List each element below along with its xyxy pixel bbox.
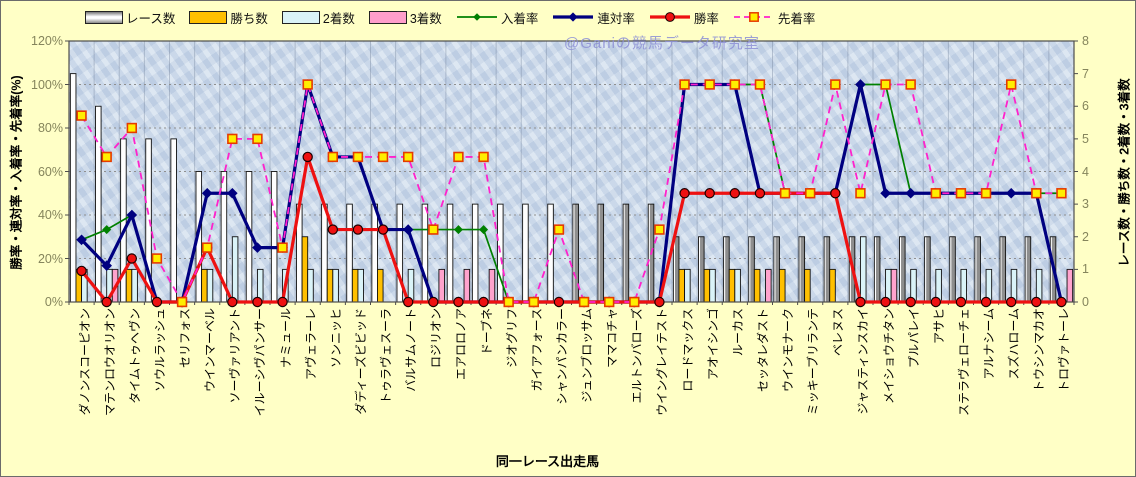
left-tick-label: 80% [37,121,63,135]
legend-label: レース数 [126,11,176,26]
legend-swatch-bar [189,10,228,24]
x-category-label: イルーシヴパンサー [253,308,268,417]
x-category-label: アルナシーム [982,308,997,380]
x-category-label: ロジリオン [429,308,444,369]
x-category-label: ベレヌス [831,308,846,357]
x-category-label: セリフォス [178,308,193,369]
x-category-label: メイショウチタン [881,308,896,405]
legend-swatch-bar [368,10,407,24]
left-tick-label: 20% [37,251,63,266]
right-tick-label: 0 [1082,295,1089,309]
x-category-label: ウインモナーク [781,308,796,393]
watermark: @Ganiの競馬データ研究室 [564,35,760,52]
x-category-label: トウシンマカオ [1032,308,1047,393]
x-category-label: ウイングレイテスト [655,308,670,416]
x-category-label: ルーカス [730,308,745,357]
x-category-label: スズハローム [1007,308,1022,380]
legend-label: 勝率 [693,11,719,26]
legend-item-3着数: 3着数 [368,8,442,27]
x-category-label: アサヒ [931,308,946,345]
x-category-label: ダノンスコーピオン [77,308,92,416]
x-category-label: ソンニッヒ [328,308,343,369]
x-category-label: プルパレイ [906,308,921,369]
x-category-label: トゥラヴェスーラ [379,308,394,405]
right-tick-label: 2 [1082,229,1089,244]
x-category-label: ソーヴァリアント [228,308,243,404]
right-axis-title: レース数・勝ち数・2着数・3着数 [1117,78,1132,267]
legend-label: 連対率 [597,11,635,26]
x-category-label: エアロロノア [454,308,469,381]
legend-item-入着率: 入着率 [456,8,539,27]
x-category-label: ジュンブロッサム [580,308,595,403]
left-axis-title: 勝率・連対率・入着率・先着率(%) [9,75,24,270]
legend-swatch-line [649,12,690,22]
legend-item-勝ち数: 勝ち数 [189,8,268,27]
legend-swatch-line [456,13,497,21]
x-category-label: アオイシンゴ [705,308,720,381]
legend-swatch-bar [281,10,320,24]
right-tick-label: 5 [1082,131,1089,146]
legend-label: 3着数 [409,11,442,26]
x-category-label: ウインマーベル [203,308,218,393]
legend-swatch-line [553,12,594,22]
x-category-label: ママコチャ [605,308,620,368]
left-tick-label: 60% [37,164,63,179]
right-tick-label: 4 [1082,164,1089,179]
left-tick-label: 0% [44,295,63,309]
left-tick-label: 100% [31,77,63,92]
x-category-label: バルサムノート [404,308,419,392]
legend-label: 入着率 [500,11,539,26]
x-category-label: ロードマックス [680,308,695,392]
x-category-label: ナミュール [278,308,293,369]
legend-label: 勝ち数 [230,11,268,26]
x-category-label: ステラヴェローチェ [956,308,971,417]
x-category-label: ジオグリフ [504,308,519,368]
x-category-label: エルトンバローズ [630,308,645,404]
x-category-label: ドーブネ [479,308,494,356]
legend-swatch-bar [85,10,123,24]
legend-item-勝率: 勝率 [649,8,719,27]
legend-item-連対率: 連対率 [552,8,635,27]
legend-label: 先着率 [777,11,816,26]
legend-item-レース数: レース数 [85,8,175,27]
right-tick-label: 3 [1082,197,1089,212]
legend: レース数 勝ち数 2着数 3着数 入着率 連対率 勝率 先着率 [85,6,815,28]
x-category-label: タイムトゥヘヴン [127,308,142,404]
x-category-label: セッタレダスト [755,308,770,393]
x-category-label: ダディーズビビッド [353,308,368,415]
x-category-label: アヴェラーレ [303,308,318,381]
right-tick-label: 6 [1082,99,1089,114]
x-category-label: ガイアフォース [529,308,544,392]
x-category-label: ソウルラッシュ [152,308,167,393]
legend-item-先着率: 先着率 [733,8,816,27]
x-category-label: ミッキーブリランテ [806,308,821,416]
legend-swatch-line [733,12,774,22]
legend-label: 2着数 [322,11,355,26]
x-axis-title: 同一レース出走馬 [495,454,600,469]
right-tick-label: 1 [1082,262,1089,277]
x-category-label: トロヴァトーレ [1057,308,1072,393]
right-tick-label: 7 [1082,66,1089,81]
left-tick-label: 120% [31,34,63,48]
x-category-label: マテンロウオリオン [102,308,117,417]
x-category-label: ジャスティンスカイ [856,308,871,415]
legend-item-2着数: 2着数 [281,8,355,27]
x-category-label: シャンパンカラー [554,308,569,405]
left-tick-label: 40% [37,208,63,222]
right-tick-label: 8 [1082,34,1089,48]
